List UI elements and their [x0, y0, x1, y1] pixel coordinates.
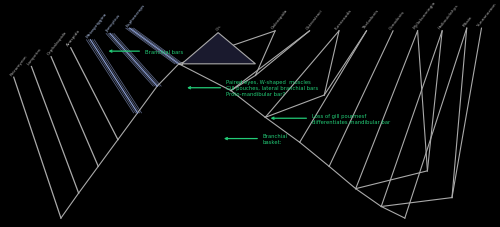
Text: Metaspriggina: Metaspriggina: [86, 12, 108, 39]
Text: Galeaspida: Galeaspida: [270, 8, 288, 30]
Text: Gn.: Gn.: [216, 23, 223, 32]
Polygon shape: [182, 33, 256, 64]
Text: Osteostraci: Osteostraci: [305, 8, 324, 30]
Text: Branchial
basket:: Branchial basket:: [226, 133, 288, 144]
Text: Pikaia: Pikaia: [462, 15, 473, 27]
Text: Jamoytius: Jamoytius: [106, 14, 122, 33]
Text: Paired eyes, W-shaped  muscles
Gill pouches, lateral branchial bars
Proto-mandib: Paired eyes, W-shaped muscles Gill pouch…: [188, 80, 318, 97]
Text: Thelodonts: Thelodonts: [362, 9, 380, 30]
Text: Myllokunmingia: Myllokunmingia: [413, 1, 437, 30]
Text: Anaspida: Anaspida: [66, 29, 82, 47]
Text: Cephalaspida: Cephalaspida: [46, 30, 68, 56]
Text: Haikouichthys: Haikouichthys: [438, 4, 460, 30]
Text: Loss of gill pourmesf
differentiates mandibular bar: Loss of gill pourmesf differentiates man…: [272, 113, 390, 124]
Text: Petromyzon: Petromyzon: [9, 54, 28, 76]
Text: Branchial bars: Branchial bars: [110, 49, 183, 54]
Text: Lampetra: Lampetra: [27, 47, 42, 66]
Text: Euphanerops: Euphanerops: [125, 3, 146, 27]
Text: Yunnanozoon: Yunnanozoon: [477, 2, 498, 27]
Text: Furcacauda: Furcacauda: [334, 8, 353, 30]
Text: Conodonts: Conodonts: [388, 9, 406, 30]
